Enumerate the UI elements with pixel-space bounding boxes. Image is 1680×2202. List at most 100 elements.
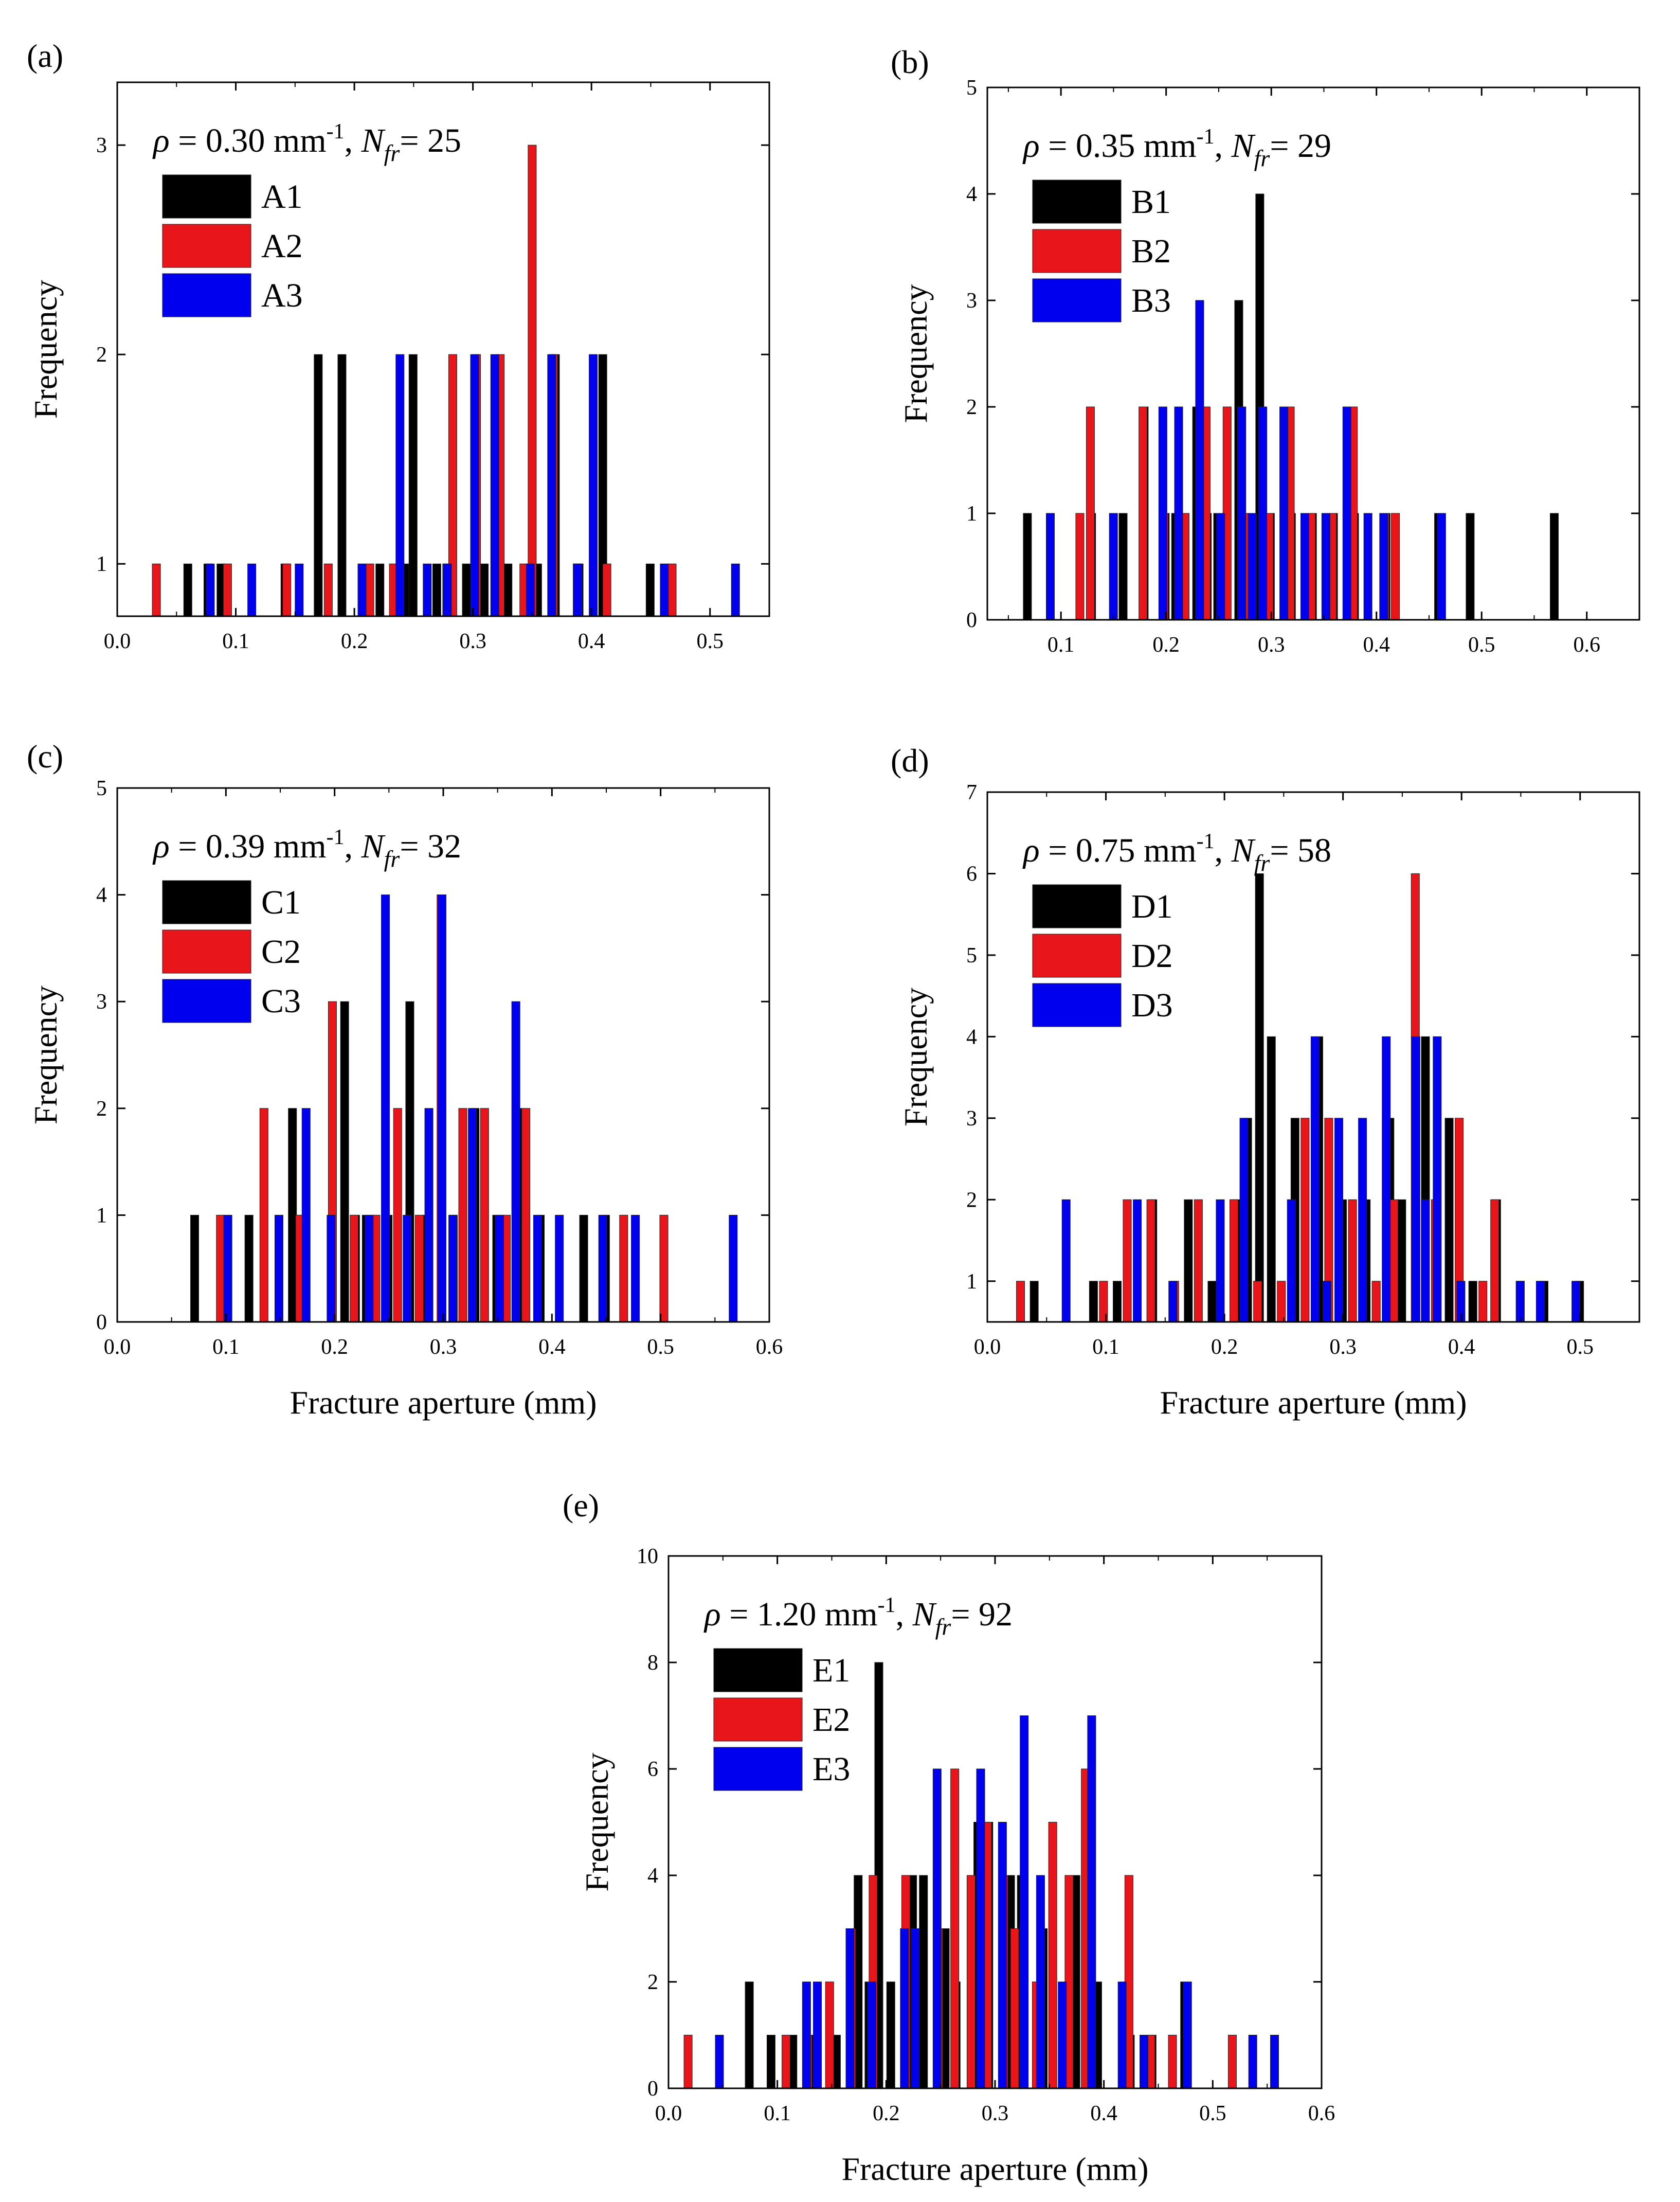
plot-frame — [116, 81, 770, 617]
bar-E2 — [825, 1981, 834, 2088]
bar-B1 — [1023, 513, 1032, 620]
bar-D3 — [1411, 1036, 1420, 1322]
legend-swatch — [713, 1747, 803, 1791]
x-tick-label: 0.3 — [459, 630, 486, 653]
x-tick-label: 0.3 — [1258, 633, 1285, 657]
annotation-eq1: = 0.75 mm — [1040, 832, 1197, 869]
bar-A3 — [295, 563, 304, 616]
y-tick-label: 8 — [647, 1651, 658, 1675]
legend-item-C2: C2 — [162, 929, 301, 974]
legend: A1 A2 A3 — [162, 174, 303, 317]
bar-A2 — [528, 145, 537, 616]
y-tick-label: 7 — [966, 781, 977, 804]
bar-A1 — [375, 563, 385, 616]
bar-C3 — [555, 1214, 564, 1322]
bar-C3 — [223, 1214, 232, 1322]
bar-D2 — [1490, 1199, 1500, 1322]
bar-C3 — [301, 1108, 311, 1322]
y-tick-label: 4 — [647, 1864, 658, 1888]
bar-B3 — [1158, 406, 1167, 620]
annotation-n: N — [361, 122, 386, 159]
annotation-sub: fr — [935, 1614, 952, 1640]
bar-B1 — [1118, 513, 1128, 620]
series-B3 — [1046, 300, 1446, 620]
bar-E3 — [1140, 2035, 1149, 2088]
bar-E2 — [1010, 1928, 1019, 2088]
bar-D2 — [1324, 1118, 1333, 1322]
panel-label: (b) — [891, 44, 929, 80]
annotation-n: N — [361, 828, 386, 865]
legend-item-E2: E2 — [713, 1697, 850, 1742]
bar-A3 — [247, 563, 257, 616]
y-tick-label: 6 — [966, 862, 977, 886]
annotation-eq2: = 25 — [400, 122, 461, 159]
x-tick-label: 0.2 — [873, 2102, 900, 2125]
bar-E3 — [1020, 1715, 1029, 2088]
x-tick-label: 0.5 — [647, 1335, 674, 1359]
bar-A3 — [490, 354, 499, 616]
bar-D2 — [1194, 1199, 1203, 1322]
bar-D1 — [1029, 1281, 1039, 1322]
bar-C3 — [729, 1214, 738, 1322]
bar-C1 — [340, 1001, 349, 1322]
bar-A2 — [282, 563, 292, 616]
legend-label: E1 — [812, 1652, 850, 1689]
bar-B3 — [1300, 513, 1309, 620]
annotation-sub: fr — [384, 846, 401, 872]
bar-D3 — [1358, 1118, 1367, 1322]
bar-C3 — [403, 1214, 412, 1322]
annotation-sub: fr — [1254, 850, 1271, 876]
bar-D3 — [1133, 1199, 1142, 1322]
bar-D3 — [1571, 1281, 1581, 1322]
bar-D2 — [1230, 1199, 1239, 1322]
legend-swatch — [162, 979, 251, 1023]
y-tick-label: 2 — [966, 1188, 977, 1212]
legend-swatch — [713, 1648, 803, 1692]
x-tick-label: 0.5 — [696, 630, 724, 653]
annotation-sep: , — [1215, 832, 1232, 869]
panel-e: 0.0 0.1 0.2 0.3 0.4 0.5 0.6 0 2 4 6 8 10 Frequency Fra… — [563, 1487, 1335, 2187]
legend-item-D2: D2 — [1032, 934, 1173, 978]
annotation-eq1: = 0.39 mm — [170, 828, 327, 865]
annotation-sep: , — [896, 1596, 913, 1633]
x-tick-label: 0.2 — [321, 1335, 348, 1359]
legend: E1 E2 E3 — [713, 1648, 850, 1791]
x-tick-label: 0.2 — [1211, 1335, 1238, 1359]
bar-E3 — [1117, 1981, 1127, 2088]
bar-A3 — [470, 354, 479, 616]
bar-E1 — [886, 1981, 895, 2088]
legend-label: B3 — [1131, 282, 1171, 319]
bar-B3 — [1248, 513, 1257, 620]
bar-E3 — [998, 1822, 1007, 2088]
x-tick-label: 0.5 — [1566, 1335, 1594, 1359]
bar-A3 — [526, 563, 535, 616]
legend-item-B3: B3 — [1032, 278, 1171, 323]
legend-swatch — [1032, 180, 1122, 224]
bar-E2 — [966, 1875, 976, 2088]
x-tick-label: 0.4 — [1363, 633, 1390, 657]
bar-D3 — [1382, 1036, 1391, 1322]
y-tick-label: 6 — [647, 1758, 658, 1781]
annotation-sub: fr — [384, 140, 401, 166]
bar-C2 — [393, 1108, 402, 1322]
bar-D1 — [1089, 1281, 1098, 1322]
legend-label: B1 — [1131, 183, 1171, 221]
bar-D3 — [1061, 1199, 1071, 1322]
x-tick-label: 0.2 — [341, 630, 368, 653]
bar-C2 — [216, 1214, 225, 1322]
legend-item-A2: A2 — [162, 224, 303, 268]
bar-A1 — [503, 563, 513, 616]
bar-D2 — [1389, 1199, 1399, 1322]
y-tick-label: 3 — [966, 289, 977, 313]
bar-C1 — [288, 1108, 297, 1322]
bar-C3 — [448, 1214, 458, 1322]
bar-D3 — [1334, 1118, 1343, 1322]
x-tick-label: 0.0 — [104, 630, 131, 653]
legend-label: B2 — [1131, 232, 1171, 270]
y-axis-label: Frequency — [897, 284, 934, 423]
legend-item-A1: A1 — [162, 174, 303, 219]
bar-D2 — [1478, 1281, 1488, 1322]
legend-swatch — [1032, 983, 1122, 1027]
density-annotation: ρ = 0.39 mm-1, Nfr= 32 — [152, 826, 461, 872]
legend-label: D1 — [1131, 888, 1173, 925]
